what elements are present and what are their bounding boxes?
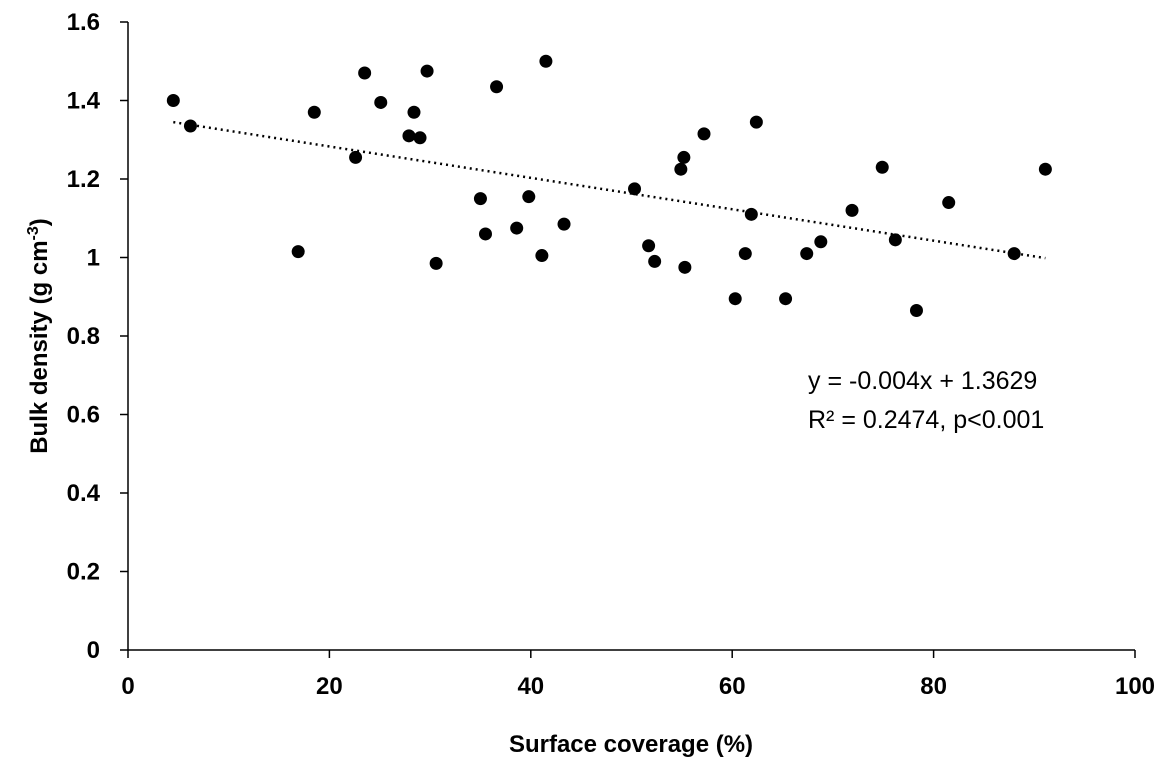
data-point	[429, 256, 443, 270]
data-point	[478, 227, 492, 241]
x-axis-title: Surface coverage (%)	[509, 731, 753, 758]
data-point	[183, 119, 197, 133]
y-tick-label: 0.8	[67, 323, 100, 350]
data-point	[413, 131, 427, 145]
axes	[120, 21, 1136, 658]
data-point	[779, 292, 793, 306]
data-point	[374, 95, 388, 109]
data-point	[291, 245, 305, 259]
data-point	[678, 260, 692, 274]
r-squared-label: R² = 0.2474, p<0.001	[808, 406, 1044, 434]
y-tick-label: 1.6	[67, 9, 100, 36]
tick-labels: 0 0.2 0.4 0.6 0.8 1 1.2 1.4 1.6 0 20 40 60 80 100	[67, 9, 1155, 700]
y-tick-label: 1.4	[67, 88, 101, 115]
x-tick-label: 80	[920, 673, 947, 700]
data-point	[674, 162, 688, 176]
data-point	[814, 235, 828, 249]
data-point	[875, 160, 889, 174]
data-point	[728, 292, 742, 306]
data-point	[407, 105, 421, 119]
y-tick-label: 1	[87, 245, 100, 272]
y-axis-title-superscript: -3	[25, 226, 42, 240]
data-point	[677, 150, 691, 164]
x-tick-label: 20	[316, 673, 343, 700]
data-points	[166, 54, 1052, 317]
data-point	[738, 247, 752, 261]
data-point	[1038, 162, 1052, 176]
data-point	[557, 217, 571, 231]
data-point	[1007, 247, 1021, 261]
y-tick-label: 0.2	[67, 559, 100, 586]
data-point	[490, 80, 504, 94]
data-point	[642, 239, 656, 253]
data-point	[648, 254, 662, 268]
x-tick-label: 100	[1115, 673, 1155, 700]
data-point	[522, 190, 536, 204]
x-tick-label: 0	[121, 673, 134, 700]
trendline	[173, 120, 1046, 260]
y-tick-label: 0	[87, 637, 100, 664]
y-axis-title-close: )	[26, 218, 53, 226]
y-axis-title: Bulk density (g cm-3)	[25, 218, 53, 454]
x-tick-label: 40	[517, 673, 544, 700]
data-point	[473, 192, 487, 206]
data-point	[628, 182, 642, 196]
data-point	[909, 303, 923, 317]
data-point	[749, 115, 763, 129]
data-point	[800, 247, 814, 261]
y-axis-title-main: Bulk density (g cm	[26, 240, 53, 453]
data-point	[420, 64, 434, 78]
data-point	[402, 129, 416, 143]
data-point	[744, 207, 758, 221]
data-point	[888, 233, 902, 247]
data-point	[349, 150, 363, 164]
data-point	[307, 105, 321, 119]
data-point	[845, 203, 859, 217]
data-point	[358, 66, 372, 80]
trendline-group	[173, 120, 1046, 260]
data-point	[166, 94, 180, 107]
y-tick-label: 1.2	[67, 166, 100, 193]
y-tick-label: 0.6	[67, 402, 100, 429]
y-tick-label: 0.4	[67, 480, 101, 507]
x-tick-label: 60	[719, 673, 746, 700]
data-point	[510, 221, 524, 235]
equation-label: y = -0.004x + 1.3629	[808, 367, 1037, 395]
data-point	[535, 249, 549, 263]
data-point	[539, 54, 553, 68]
data-point	[942, 196, 956, 210]
data-point	[697, 127, 711, 141]
